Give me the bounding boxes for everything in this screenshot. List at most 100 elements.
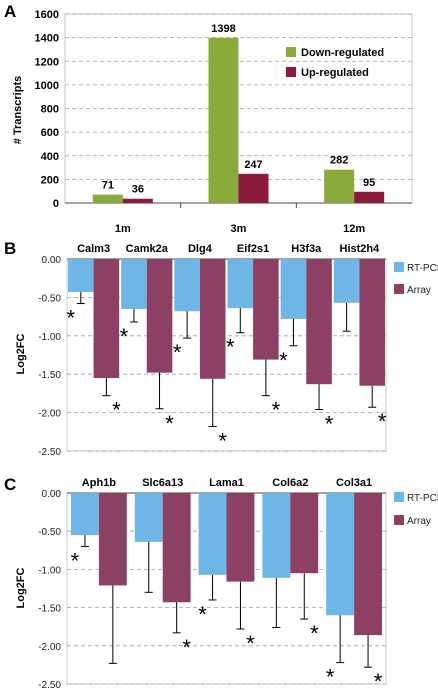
panel-c-legend: RT-PCR Array xyxy=(394,492,438,527)
bar-array xyxy=(306,259,332,385)
bar-down-regulated xyxy=(92,194,123,203)
category-label: Camk2a xyxy=(126,243,169,255)
legend-label-array: Array xyxy=(407,516,431,527)
legend-label-down-regulated: Down-regulated xyxy=(301,47,384,59)
significance-asterisk: * xyxy=(182,635,191,660)
data-label: 71 xyxy=(102,180,114,192)
bar-rt-pcr xyxy=(134,493,163,542)
significance-asterisk: * xyxy=(226,335,235,360)
bar-array xyxy=(359,259,385,386)
legend-swatch-down-regulated xyxy=(286,47,296,57)
panel-b-y-axis-label: Log2FC xyxy=(15,333,27,374)
category-label: Eif2s1 xyxy=(237,243,269,255)
panel-b-legend: RT-PCR Array xyxy=(394,262,438,296)
bar-rt-pcr xyxy=(198,493,227,575)
category-label: Aph1b xyxy=(82,477,117,489)
data-label: 282 xyxy=(330,155,348,167)
bar-array xyxy=(253,259,279,360)
category-label: Col6a2 xyxy=(272,477,308,489)
bar-rt-pcr xyxy=(333,259,360,303)
y-tick-label: 1600 xyxy=(35,9,59,21)
significance-asterisk: * xyxy=(165,411,174,436)
y-tick-label: -1.50 xyxy=(38,370,61,381)
data-label: 36 xyxy=(132,184,144,196)
bar-down-regulated xyxy=(324,169,355,203)
y-tick-label: -2.50 xyxy=(38,680,61,690)
bar-rt-pcr xyxy=(121,259,147,309)
legend-label-array: Array xyxy=(407,285,431,296)
panel-b-chart: B Log2FC RT-PCR Array 0.00 -0.50 -1.00 -1.5… xyxy=(4,239,438,458)
panel-a-legend: Down-regulated Up-regulated xyxy=(286,47,384,79)
legend-swatch-array xyxy=(394,515,404,525)
y-tick-label: -1.00 xyxy=(38,565,61,576)
category-label: Slc6a13 xyxy=(142,477,183,489)
y-tick-label: -2.00 xyxy=(38,642,61,653)
y-tick-label: 1000 xyxy=(35,80,59,92)
x-tick-label: 12m xyxy=(343,223,365,235)
significance-asterisk: * xyxy=(112,398,121,423)
category-label: Lama1 xyxy=(209,477,244,489)
bar-array xyxy=(199,259,226,379)
category-label: Calm3 xyxy=(77,243,110,255)
bar-array xyxy=(146,259,173,373)
bar-rt-pcr xyxy=(262,493,291,578)
category-label: H3f3a xyxy=(291,243,322,255)
data-label: 95 xyxy=(363,177,375,189)
y-tick-label: 0.00 xyxy=(42,489,62,500)
y-tick-label: 1200 xyxy=(35,56,59,68)
x-tick-label: 3m xyxy=(231,223,247,235)
data-label: 1398 xyxy=(211,23,235,35)
category-label: Dlg4 xyxy=(188,243,213,255)
x-tick-label: 1m xyxy=(115,223,131,235)
significance-asterisk: * xyxy=(218,428,227,453)
significance-asterisk: * xyxy=(310,621,319,646)
legend-swatch-rt-pcr xyxy=(394,492,404,502)
legend-swatch-array xyxy=(394,284,404,294)
y-tick-label: -2.00 xyxy=(38,409,61,420)
significance-asterisk: * xyxy=(378,409,387,434)
category-label: Col3a1 xyxy=(336,477,372,489)
legend-label-up-regulated: Up-regulated xyxy=(301,67,369,79)
y-tick-label: 1400 xyxy=(35,33,59,45)
panel-a-y-axis-label: # Transcripts xyxy=(12,76,24,144)
bar-array xyxy=(93,259,120,379)
y-tick-label: -0.50 xyxy=(38,527,61,538)
bar-down-regulated xyxy=(208,37,239,203)
significance-asterisk: * xyxy=(279,348,288,373)
y-tick-label: -0.50 xyxy=(38,293,61,304)
bar-array xyxy=(290,493,319,574)
panel-c-chart: C Log2FC RT-PCR Array 0.00 -0.50 -1.00 -1.5… xyxy=(4,475,438,694)
significance-asterisk: * xyxy=(120,324,129,349)
y-tick-label: 0.00 xyxy=(42,255,62,266)
bar-rt-pcr xyxy=(71,493,99,536)
bar-rt-pcr xyxy=(326,493,355,616)
bar-up-regulated xyxy=(238,173,269,203)
legend-swatch-rt-pcr xyxy=(394,262,404,272)
significance-asterisk: * xyxy=(374,669,383,690)
bar-rt-pcr xyxy=(174,259,200,312)
significance-asterisk: * xyxy=(272,398,281,423)
bar-rt-pcr xyxy=(68,259,94,293)
bar-array xyxy=(354,493,382,636)
legend-label-rt-pcr: RT-PCR xyxy=(407,263,438,274)
bar-rt-pcr xyxy=(227,259,254,309)
significance-asterisk: * xyxy=(326,665,335,690)
significance-asterisk: * xyxy=(173,340,182,365)
panel-b-letter: B xyxy=(4,239,16,258)
y-tick-label: 800 xyxy=(41,104,59,116)
y-tick-label: 400 xyxy=(41,151,59,163)
significance-asterisk: * xyxy=(67,306,76,331)
legend-label-rt-pcr: RT-PCR xyxy=(407,493,438,504)
panel-a-letter: A xyxy=(4,2,16,21)
legend-swatch-up-regulated xyxy=(286,67,296,77)
bar-rt-pcr xyxy=(280,259,307,319)
y-tick-label: 200 xyxy=(41,174,59,186)
panel-c-y-axis-label: Log2FC xyxy=(15,567,27,608)
bar-up-regulated xyxy=(354,191,385,203)
panel-c-letter: C xyxy=(4,475,16,494)
data-label: 247 xyxy=(244,159,262,171)
panel-a-chart: A # Transcripts Down-regulated Up-regula… xyxy=(4,2,413,235)
bar-up-regulated xyxy=(122,198,153,203)
